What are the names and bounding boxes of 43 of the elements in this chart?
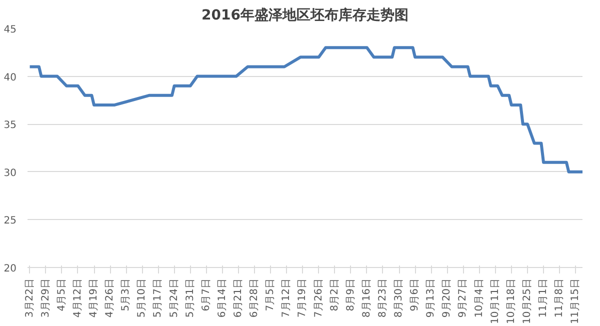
x-tick-label: 4月19日	[88, 278, 100, 318]
x-tick-label: 5月17日	[152, 278, 164, 318]
x-tick-label: 9月20日	[442, 278, 453, 318]
x-tick-label: 5月3日	[120, 278, 132, 312]
x-tick-label: 8月16日	[361, 278, 372, 318]
x-tick-label: 9月13日	[426, 278, 437, 318]
x-tick-label: 4月12日	[72, 278, 84, 318]
x-tick-label: 4月26日	[104, 278, 116, 318]
y-tick-label: 45	[4, 24, 17, 36]
x-tick-label: 10月11日	[490, 278, 501, 324]
line-series	[28, 46, 582, 174]
chart-title: 2016年盛泽地区坯布库存走势图	[202, 6, 408, 24]
x-tick-label: 8月23日	[377, 278, 388, 318]
y-tick-label: 20	[4, 264, 17, 274]
x-tick-label: 6月28日	[249, 278, 260, 318]
x-tick-label: 10月4日	[474, 278, 485, 318]
x-tick-label: 3月29日	[40, 278, 52, 318]
y-tick-label: 40	[4, 72, 17, 84]
x-tick-label: 7月19日	[297, 278, 308, 318]
x-tick-label: 11月15日	[570, 278, 582, 324]
x-tick-label: 8月2日	[329, 278, 340, 312]
y-tick-label: 25	[4, 216, 17, 227]
x-tick-label: 5月10日	[136, 278, 148, 318]
y-tick-label: 30	[4, 168, 17, 179]
x-tick-label: 10月18日	[506, 278, 517, 324]
x-tick-label: 6月21日	[232, 278, 244, 318]
x-tick-label: 8月30日	[394, 278, 405, 318]
x-tick-label: 8月9日	[345, 278, 356, 312]
x-tick-label: 7月26日	[313, 278, 324, 318]
x-tick-label: 9月27日	[458, 278, 469, 318]
x-tick-label: 5月31日	[184, 278, 196, 318]
x-tick-label: 4月5日	[56, 278, 68, 312]
x-tick-label: 6月7日	[200, 278, 212, 312]
y-tick-label: 35	[4, 120, 17, 132]
x-tick-label: 11月1日	[538, 278, 550, 318]
x-tick-label: 3月22日	[24, 278, 36, 318]
x-tick-label: 5月24日	[168, 278, 180, 318]
x-tick-label: 6月14日	[216, 278, 228, 318]
x-tick-label: 10月25日	[522, 278, 533, 324]
x-tick-label: 7月12日	[281, 278, 292, 318]
x-tick-label: 9月6日	[410, 278, 421, 312]
x-tick-label: 11月8日	[554, 278, 566, 318]
x-tick-label: 7月5日	[265, 278, 276, 312]
